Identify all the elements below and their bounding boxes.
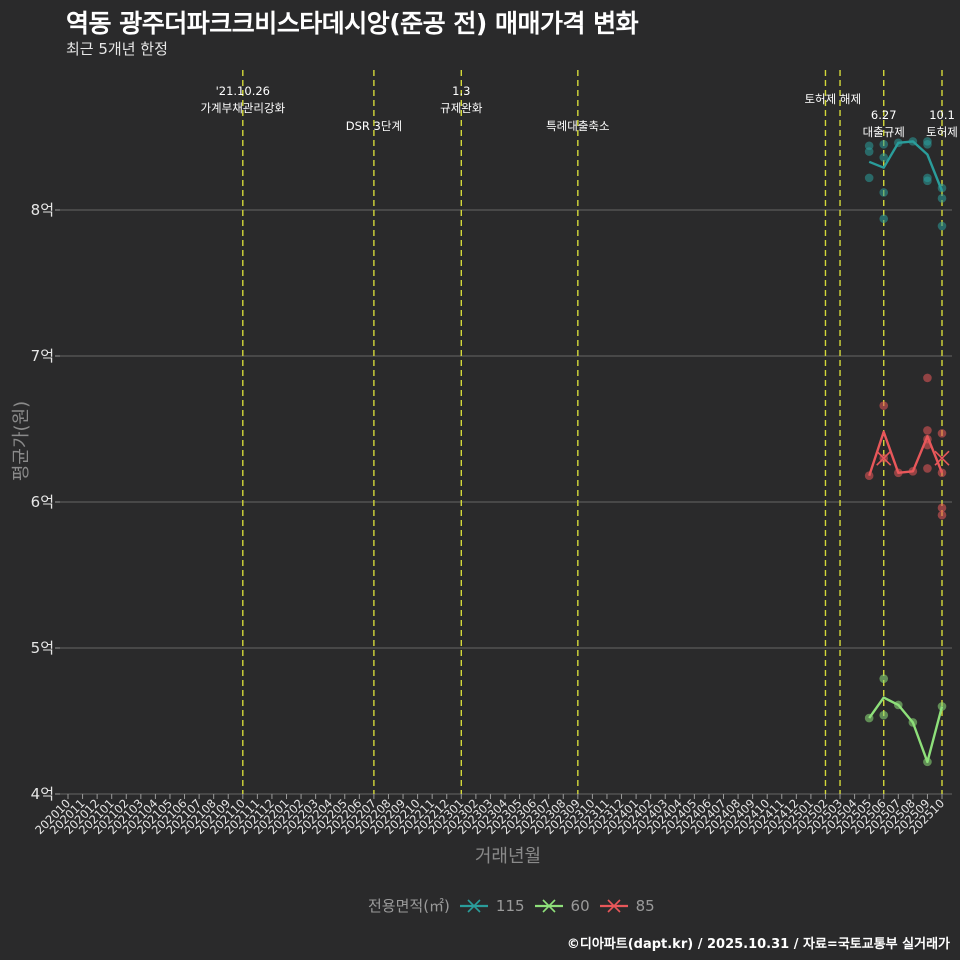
legend-key-115-icon [459, 898, 488, 913]
series-115 [864, 137, 947, 231]
data-point [879, 188, 889, 197]
legend-item-60[interactable]: 60 [534, 897, 590, 915]
event-label: 대출규제 [863, 125, 905, 139]
event-label: 6.27 [871, 108, 897, 122]
cross-mark [934, 450, 950, 466]
series-line [868, 140, 944, 192]
data-point [864, 471, 874, 481]
data-point [879, 214, 889, 224]
data-point [923, 373, 932, 383]
y-tick-label: 8억 [31, 201, 54, 219]
series-85 [864, 373, 950, 520]
data-point [879, 153, 889, 162]
event-label: 특례대출축소 [546, 119, 609, 133]
x-axis-label: 거래년월 [474, 846, 542, 867]
cross-mark [876, 450, 892, 466]
data-point [864, 147, 874, 156]
data-point [923, 140, 932, 149]
event-label: 규제완화 [440, 101, 483, 115]
event-label: '21.10.26 [216, 84, 270, 98]
y-tick-label: 6억 [31, 493, 54, 511]
legend-key-60-icon [534, 898, 563, 913]
y-tick-label: 7억 [31, 347, 54, 365]
event-label: 10.1 [929, 108, 955, 122]
series-60 [864, 674, 947, 767]
event-label: DSR 3단계 [346, 119, 402, 133]
legend-title: 전용면적(㎡) [368, 897, 450, 915]
y-tick-label: 5억 [31, 639, 54, 657]
legend-item-85[interactable]: 85 [599, 897, 655, 915]
source-caption: ©디아파트(dapt.kr) / 2025.10.31 / 자료=국토교통부 실… [566, 937, 950, 952]
legend-item-115[interactable]: 115 [459, 897, 525, 915]
data-point [937, 503, 947, 513]
y-tick-label: 4억 [31, 785, 54, 803]
legend: 전용면적(㎡) 115 60 85 [368, 895, 655, 916]
event-label: 가계부채관리강화 [200, 101, 285, 115]
chart-subtitle: 최근 5개년 한정 [66, 40, 168, 58]
series-line [868, 696, 944, 764]
event-label: 토허제 해제 [804, 92, 861, 106]
data-point [937, 429, 947, 438]
y-axis-label: 평균가(원) [11, 400, 32, 482]
legend-key-85-icon [599, 898, 628, 913]
event-label: 1.3 [452, 84, 470, 98]
data-point [923, 426, 932, 435]
chart-title: 역동 광주더파크크비스타데시앙(준공 전) 매매가격 변화 [66, 9, 639, 38]
event-label: 토허제 [926, 125, 958, 139]
data-point [923, 176, 932, 186]
y-axis: 4억 5억 6억 7억 8억 [31, 201, 60, 803]
data-point [879, 401, 889, 410]
data-point [879, 674, 889, 683]
data-point [937, 194, 947, 203]
gridlines [60, 209, 952, 795]
x-axis: 2020102020112020122021012021022021032021… [32, 794, 947, 837]
data-point [937, 221, 947, 231]
data-point [937, 510, 947, 520]
data-series [864, 137, 950, 767]
series-line [868, 430, 944, 477]
data-point [923, 464, 932, 473]
data-point [879, 710, 889, 720]
data-point [864, 173, 874, 183]
data-point [879, 140, 889, 149]
